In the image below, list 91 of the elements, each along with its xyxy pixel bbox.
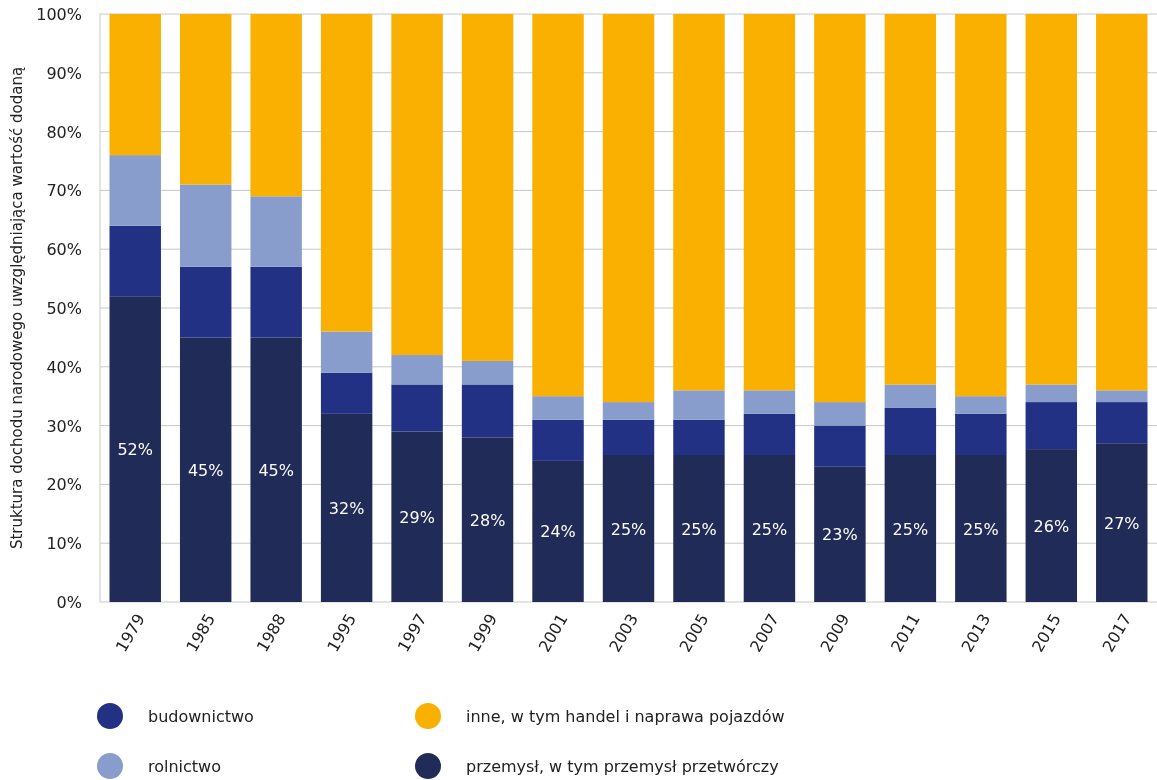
- bar: [532, 14, 584, 397]
- bar: [884, 14, 937, 385]
- bar: [532, 419, 584, 461]
- y-axis-title: Struktura dochodu narodowego uwzględniająca wartość dodaną: [8, 66, 26, 550]
- bar: [461, 384, 514, 438]
- bar: [250, 14, 302, 197]
- bar: [814, 466, 866, 602]
- bar: [391, 355, 443, 385]
- bar: [1096, 402, 1148, 444]
- bar: [179, 266, 232, 338]
- bar: [320, 14, 373, 332]
- y-tick-label: 20%: [46, 475, 82, 495]
- bar: [602, 402, 655, 420]
- data-label: 25%: [681, 519, 717, 539]
- bar: [602, 419, 655, 455]
- bar: [320, 372, 373, 414]
- y-tick-label: 80%: [46, 122, 82, 142]
- bar: [884, 407, 937, 455]
- y-tick-label: 40%: [46, 357, 82, 377]
- y-tick-label: 70%: [46, 181, 82, 201]
- bar: [955, 14, 1007, 397]
- data-label: 25%: [751, 519, 788, 539]
- bar: [532, 460, 584, 602]
- bar: [1025, 449, 1078, 602]
- data-label: 23%: [822, 525, 858, 545]
- bar: [179, 14, 232, 185]
- bar: [250, 337, 302, 602]
- bar: [250, 266, 302, 338]
- bar: [179, 184, 232, 267]
- data-label: 29%: [399, 507, 435, 527]
- legend-label: inne, w tym handel i naprawa pojazdów: [466, 707, 785, 726]
- bar: [884, 384, 937, 408]
- bar: [391, 431, 443, 602]
- data-label: 24%: [540, 522, 576, 542]
- y-tick-label: 10%: [46, 534, 82, 554]
- bar: [461, 437, 514, 602]
- bar: [1096, 14, 1148, 391]
- bar: [109, 296, 161, 602]
- bar: [109, 14, 161, 156]
- data-label: 25%: [963, 519, 999, 539]
- bar: [461, 360, 514, 385]
- y-tick-label: 50%: [46, 299, 82, 318]
- legend-label: budownictwo: [148, 707, 254, 726]
- bar: [743, 390, 796, 414]
- bar: [955, 455, 1007, 602]
- bar: [673, 419, 725, 455]
- bar: [320, 413, 373, 602]
- y-tick-label: 30%: [46, 416, 82, 436]
- bar: [673, 390, 725, 420]
- bar: [461, 14, 514, 361]
- bar: [814, 425, 866, 467]
- bar: [109, 225, 161, 297]
- bar: [955, 413, 1007, 455]
- bar: [602, 14, 655, 403]
- bar: [1025, 402, 1078, 450]
- bar: [1096, 443, 1148, 602]
- bar: [109, 155, 161, 226]
- bar: [320, 331, 373, 373]
- bar: [391, 384, 443, 432]
- bar: [1025, 384, 1078, 403]
- legend-label: przemysł, w tym przemysł przetwórczy: [466, 757, 779, 776]
- bar: [814, 14, 866, 403]
- bar: [673, 14, 725, 391]
- data-label: 45%: [258, 460, 294, 480]
- data-label: 27%: [1103, 513, 1140, 533]
- bar: [1096, 390, 1148, 403]
- bar: [1025, 14, 1078, 385]
- y-tick-label: 60%: [46, 240, 82, 260]
- bar: [391, 14, 443, 356]
- bar: [884, 455, 937, 602]
- y-tick-label: 100%: [36, 5, 82, 24]
- data-label: 45%: [187, 460, 224, 480]
- data-label: 25%: [610, 519, 647, 539]
- bar: [673, 455, 725, 602]
- bar: [743, 413, 796, 455]
- bar: [955, 396, 1007, 414]
- bar: [814, 402, 866, 426]
- y-tick-label: 0%: [56, 593, 82, 612]
- bar: [179, 337, 232, 602]
- data-label: 25%: [892, 519, 929, 539]
- bar: [532, 396, 584, 420]
- bar: [602, 455, 655, 602]
- bar: [743, 455, 796, 602]
- data-label: 32%: [328, 498, 365, 518]
- bar: [743, 14, 796, 391]
- legend-label: rolnictwo: [148, 757, 221, 776]
- data-label: 52%: [117, 440, 154, 460]
- y-tick-label: 90%: [46, 63, 82, 83]
- data-label: 26%: [1033, 516, 1070, 536]
- data-label: 28%: [469, 510, 506, 530]
- bar: [250, 196, 302, 267]
